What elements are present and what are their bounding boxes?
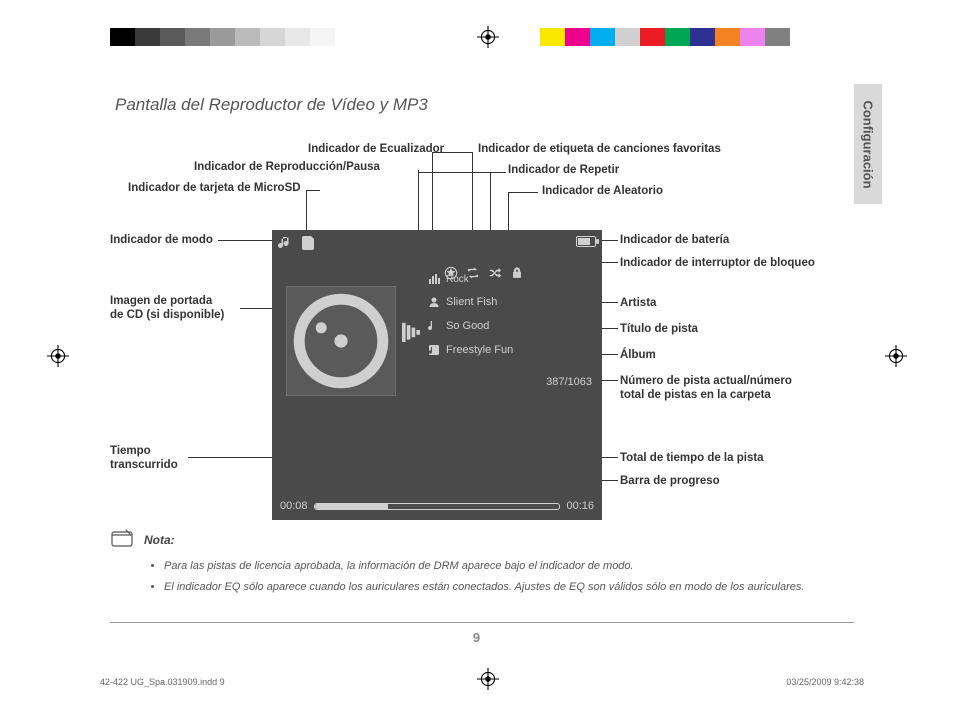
label-cover: Imagen de portada de CD (si disponible) [110,294,224,323]
time-elapsed-text: 00:08 [280,500,308,512]
page-number: 9 [0,630,954,645]
note-item: El indicador EQ sólo aparece cuando los … [164,580,854,595]
label-eq: Indicador de Ecualizador [308,142,444,156]
color-swatch [260,28,285,46]
page-rule [110,622,854,623]
footer-timestamp: 03/25/2009 9:42:38 [786,677,864,687]
artist-icon [428,296,440,308]
color-swatch [615,28,640,46]
progress-bar [314,503,561,510]
color-swatch [185,28,210,46]
label-tracknum: Número de pista actual/número total de p… [620,374,792,403]
album-text: Freestyle Fun [446,344,513,356]
album-icon [428,344,440,356]
color-swatch [665,28,690,46]
microsd-icon [302,236,314,255]
label-album: Álbum [620,348,656,362]
label-battery: Indicador de batería [620,233,729,247]
footer-file-path: 42-422 UG_Spa.031909.indd 9 [100,677,225,687]
artist-text: Slient Fish [446,296,497,308]
label-mode: Indicador de modo [110,233,213,247]
color-swatch [740,28,765,46]
note-icon [428,320,440,332]
color-swatch [110,28,135,46]
color-swatch [640,28,665,46]
color-swatch [690,28,715,46]
color-swatch [235,28,260,46]
color-swatch [335,28,360,46]
color-swatch [565,28,590,46]
color-swatch [285,28,310,46]
color-swatch [715,28,740,46]
color-swatch [540,28,565,46]
lock-icon [510,266,524,285]
label-shuffle: Indicador de Aleatorio [542,184,663,198]
note-heading: Nota: [144,533,175,547]
label-artist: Artista [620,296,656,310]
label-microsd: Indicador de tarjeta de MicroSD [128,181,301,195]
note-block: Nota: Para las pistas de licencia aproba… [110,528,854,601]
label-repeat: Indicador de Repetir [508,163,619,177]
section-tab-label: Configuración [861,100,876,188]
color-swatch [210,28,235,46]
cd-cover-art [286,286,396,396]
label-progress: Barra de progreso [620,474,720,488]
favorite-star-icon [444,266,458,285]
color-bar-right [540,28,790,46]
player-diagram: Indicador de Ecualizador Indicador de Re… [110,128,850,518]
time-total-text: 00:16 [566,500,594,512]
shuffle-icon [488,266,502,285]
color-swatch [590,28,615,46]
eq-icon [428,273,442,285]
label-playpause: Indicador de Reproducción/Pausa [194,160,380,174]
color-swatch [160,28,185,46]
color-bar-left [110,28,360,46]
note-icon [110,528,136,551]
player-screen: Rock Slient Fish So Good Freestyle Fun 3… [272,230,602,520]
label-elapsed: Tiempo transcurrido [110,444,178,473]
label-total-time: Total de tiempo de la pista [620,451,764,465]
track-title-text: So Good [446,320,489,332]
registration-mark-icon [477,668,499,690]
section-tab: Configuración [854,84,882,204]
color-swatch [135,28,160,46]
registration-mark-icon [47,345,69,367]
label-title: Título de pista [620,322,698,336]
music-mode-icon [278,235,294,256]
label-lock: Indicador de interruptor de bloqueo [620,256,815,270]
battery-icon [576,236,596,247]
registration-mark-icon [477,26,499,48]
color-swatch [765,28,790,46]
repeat-icon [466,266,480,285]
registration-mark-icon [885,345,907,367]
play-direction-icon [402,318,426,346]
page-title: Pantalla del Reproductor de Vídeo y MP3 [115,95,428,115]
note-item: Para las pistas de licencia aprobada, la… [164,559,854,574]
label-favorite: Indicador de etiqueta de canciones favor… [478,142,721,156]
color-swatch [310,28,335,46]
